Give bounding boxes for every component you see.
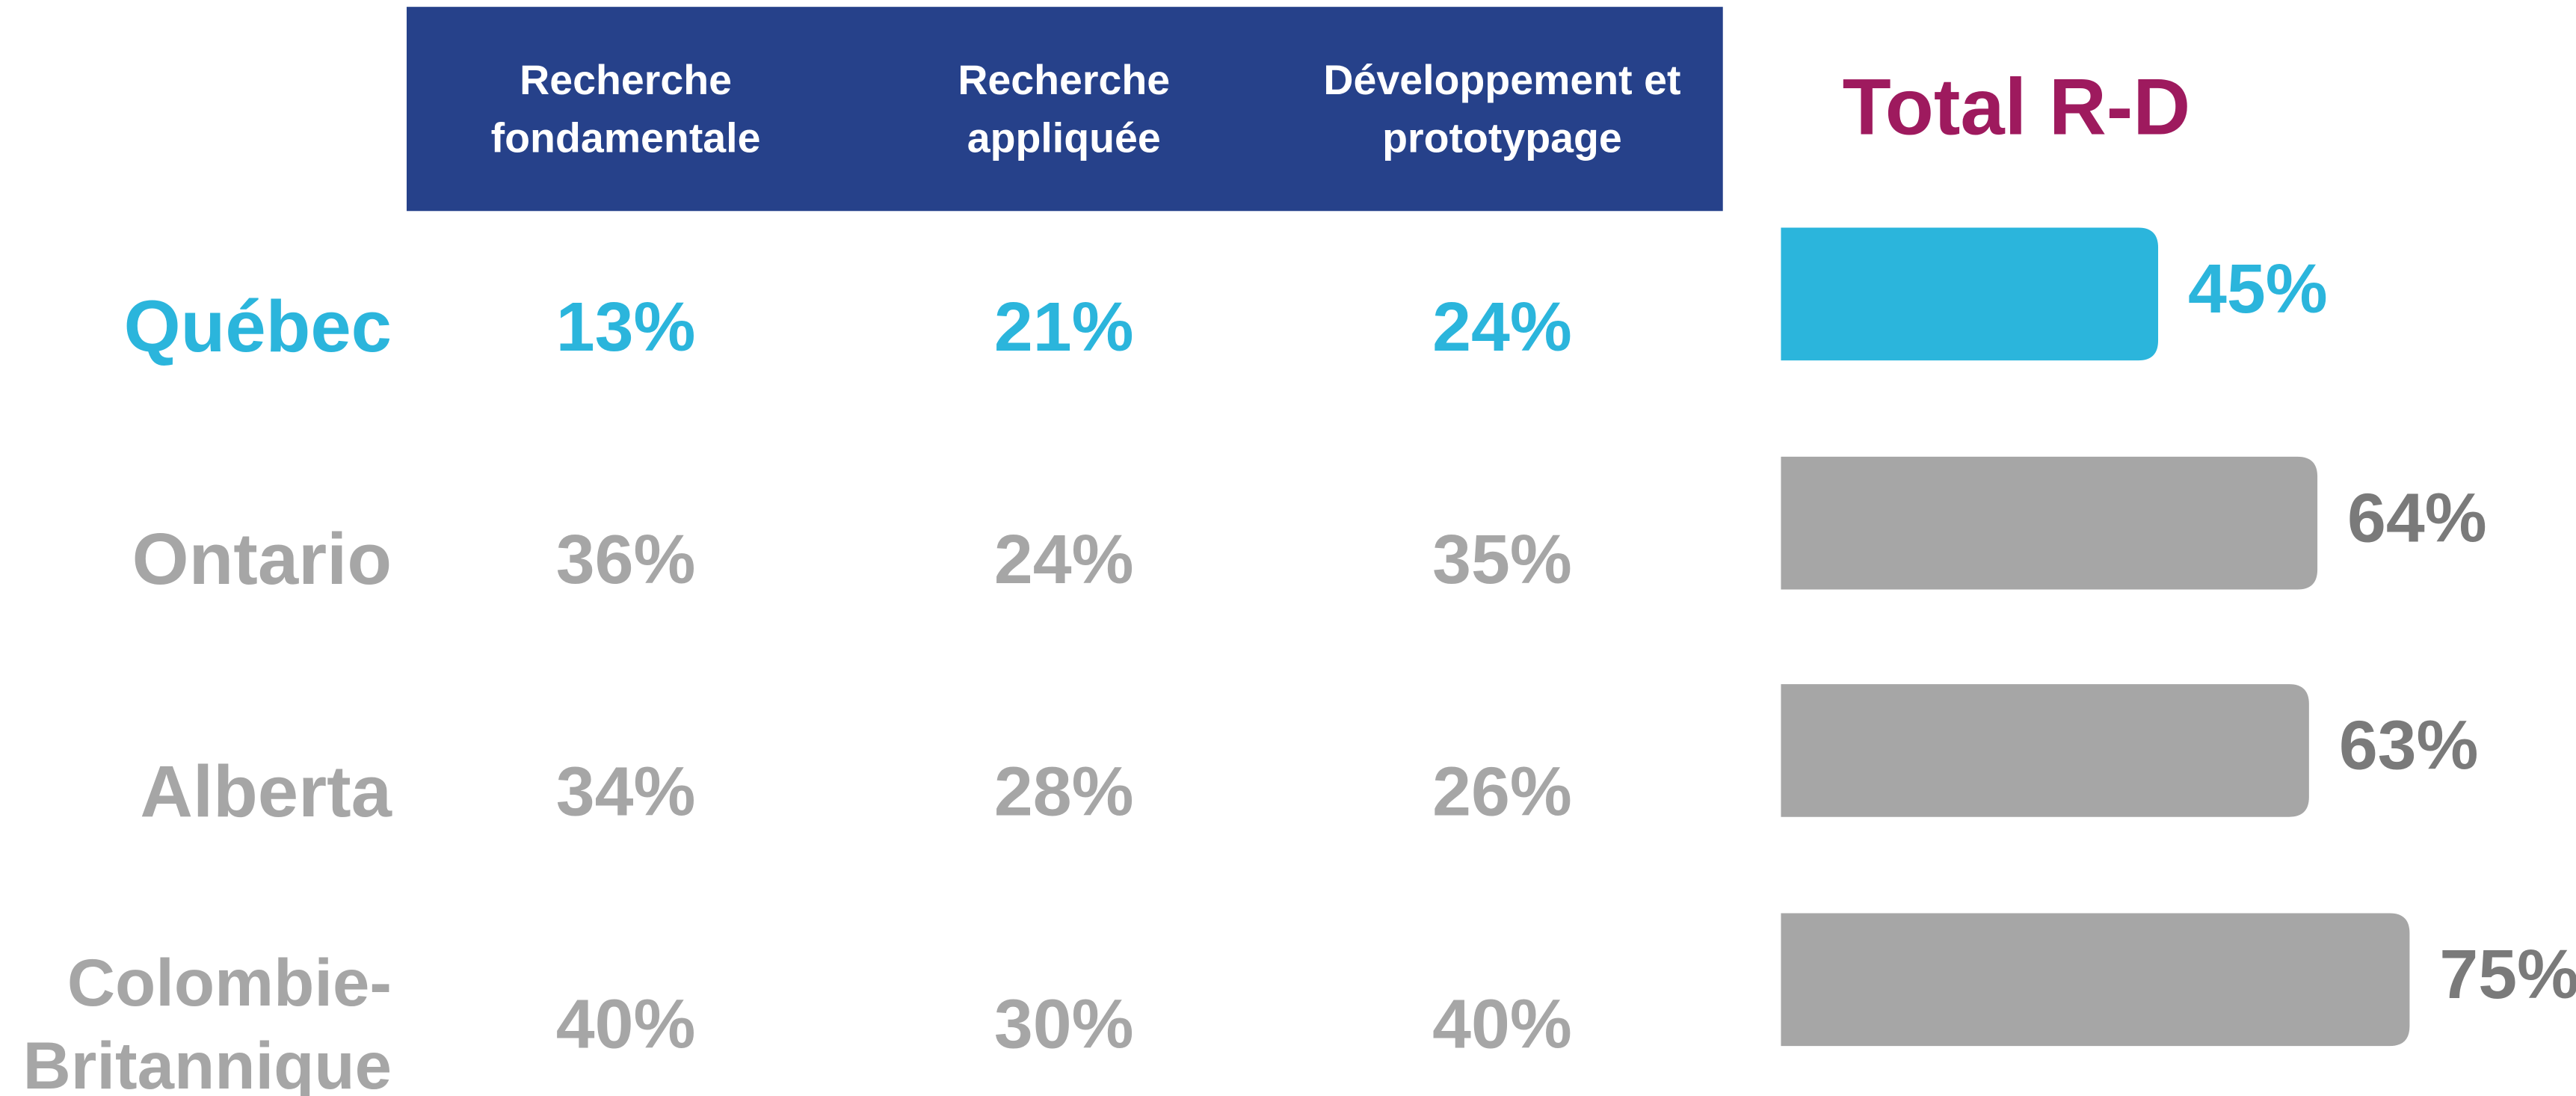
row-label: Britannique <box>23 1029 392 1096</box>
bar <box>1781 684 2309 817</box>
bar <box>1781 913 2410 1047</box>
header-band <box>406 7 1723 212</box>
row-label: Colombie- <box>67 946 392 1020</box>
bar-value-label: 75% <box>2439 935 2576 1013</box>
table-cell: 13% <box>556 288 696 366</box>
bar <box>1781 456 2318 590</box>
bar <box>1781 227 2159 361</box>
table-cell: 24% <box>994 520 1134 598</box>
column-header: Recherche <box>958 57 1170 103</box>
table-cell: 30% <box>994 985 1134 1063</box>
table-cell: 26% <box>1432 753 1572 831</box>
table-cell: 24% <box>1432 288 1572 366</box>
table-cell: 28% <box>994 753 1134 831</box>
column-header: Développement et <box>1323 57 1680 103</box>
row-label: Alberta <box>140 751 392 832</box>
row-label: Ontario <box>132 518 392 600</box>
table-cell: 36% <box>556 520 696 598</box>
column-header: prototypage <box>1382 115 1622 161</box>
bar-value-label: 45% <box>2188 250 2328 327</box>
table-cell: 21% <box>994 288 1134 366</box>
table-cell: 35% <box>1432 520 1572 598</box>
row-label: Québec <box>124 286 392 367</box>
bar-value-label: 63% <box>2339 706 2479 784</box>
column-header: Recherche <box>520 57 732 103</box>
column-header: appliquée <box>967 115 1161 161</box>
bar-value-label: 64% <box>2347 478 2487 556</box>
column-header: fondamentale <box>491 115 761 161</box>
table-cell: 34% <box>556 753 696 831</box>
table-cell: 40% <box>1432 985 1572 1063</box>
table-cell: 40% <box>556 985 696 1063</box>
chart-title: Total R-D <box>1843 62 2191 151</box>
